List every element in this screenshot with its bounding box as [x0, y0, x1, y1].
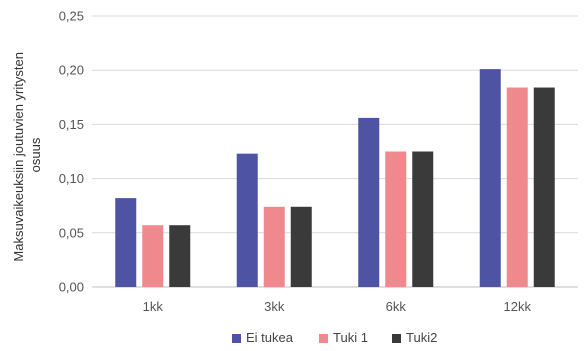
x-tick-label: 12kk: [504, 299, 532, 314]
y-tick-label: 0,15: [59, 117, 84, 132]
y-axis-title-line-2: osuus: [28, 137, 43, 172]
bar-tuki-1-1kk: [142, 225, 164, 287]
y-tick-label: 0,00: [59, 280, 84, 295]
bar-tuki2-12kk: [533, 87, 555, 287]
bar-ei-tukea-1kk: [115, 198, 137, 287]
bar-tuki2-3kk: [290, 206, 312, 287]
y-tick-label: 0,25: [59, 9, 84, 24]
x-tick-label: 6kk: [386, 299, 407, 314]
bars: [115, 69, 555, 287]
legend: Ei tukea Tuki 1 Tuki2: [232, 330, 437, 345]
bar-tuki2-1kk: [169, 225, 191, 287]
y-axis-title-line-1: Maksuvaikeuksiin joutuvien yritysten: [11, 52, 26, 262]
legend-label: Ei tukea: [246, 330, 294, 345]
bar-tuki2-6kk: [412, 151, 434, 287]
legend-swatch: [232, 334, 241, 343]
bar-tuki-1-3kk: [263, 206, 285, 287]
legend-swatch: [319, 334, 328, 343]
x-tick-label: 1kk: [143, 299, 164, 314]
y-axis-title: Maksuvaikeuksiin joutuvien yritysten osu…: [11, 48, 43, 261]
x-tick-label: 3kk: [264, 299, 285, 314]
y-tick-label: 0,20: [59, 63, 84, 78]
bar-ei-tukea-12kk: [479, 69, 501, 287]
y-tick-label: 0,10: [59, 171, 84, 186]
gridlines: [92, 15, 578, 288]
bar-ei-tukea-3kk: [236, 153, 258, 287]
bar-tuki-1-6kk: [385, 151, 407, 287]
legend-swatch: [392, 334, 401, 343]
y-tick-labels: 0,00 0,05 0,10 0,15 0,20 0,25: [59, 9, 84, 295]
legend-label: Tuki2: [406, 330, 437, 345]
bar-tuki-1-12kk: [506, 87, 528, 287]
bar-ei-tukea-6kk: [358, 117, 380, 287]
y-tick-label: 0,05: [59, 225, 84, 240]
x-tick-labels: 1kk 3kk 6kk 12kk: [143, 299, 532, 314]
legend-label: Tuki 1: [333, 330, 368, 345]
